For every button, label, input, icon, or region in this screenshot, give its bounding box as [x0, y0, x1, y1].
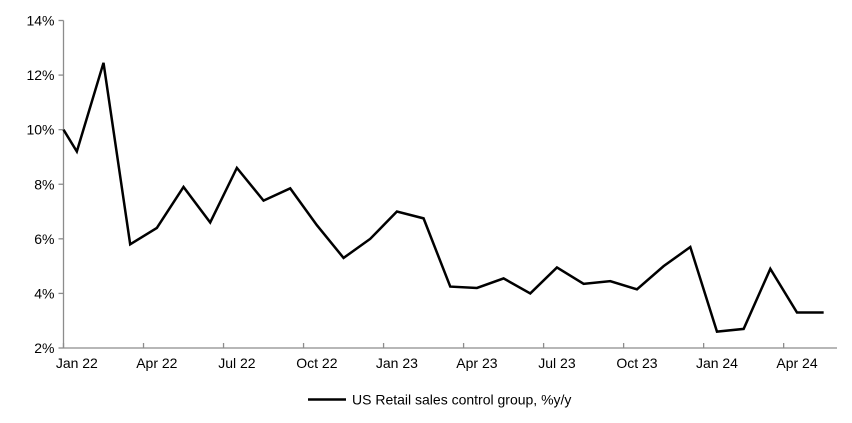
x-axis-tick-label: Jan 23 — [376, 355, 418, 371]
y-axis-tick-label: 2% — [34, 340, 54, 356]
y-axis-tick-label: 4% — [34, 285, 54, 301]
y-axis-tick-label: 8% — [34, 176, 54, 192]
x-axis-tick-label: Apr 22 — [136, 355, 177, 371]
x-axis-tick-label: Oct 22 — [296, 355, 337, 371]
legend-label: US Retail sales control group, %y/y — [352, 392, 571, 408]
y-axis-tick-label: 12% — [26, 67, 54, 83]
y-axis-tick-label: 14% — [26, 13, 54, 29]
y-axis-tick-label: 6% — [34, 231, 54, 247]
x-axis-tick-label: Jul 22 — [218, 355, 256, 371]
data-line-us-retail-control-group — [62, 62, 824, 333]
x-axis-tick-label: Oct 23 — [616, 355, 657, 371]
x-axis-tick-label: Jul 23 — [538, 355, 576, 371]
x-axis-tick-label: Apr 24 — [776, 355, 817, 371]
x-axis-tick-label: Jan 24 — [696, 355, 738, 371]
x-axis-tick-label: Apr 23 — [456, 355, 497, 371]
x-axis-tick-label: Jan 22 — [56, 355, 98, 371]
y-axis-tick-label: 10% — [26, 122, 54, 138]
